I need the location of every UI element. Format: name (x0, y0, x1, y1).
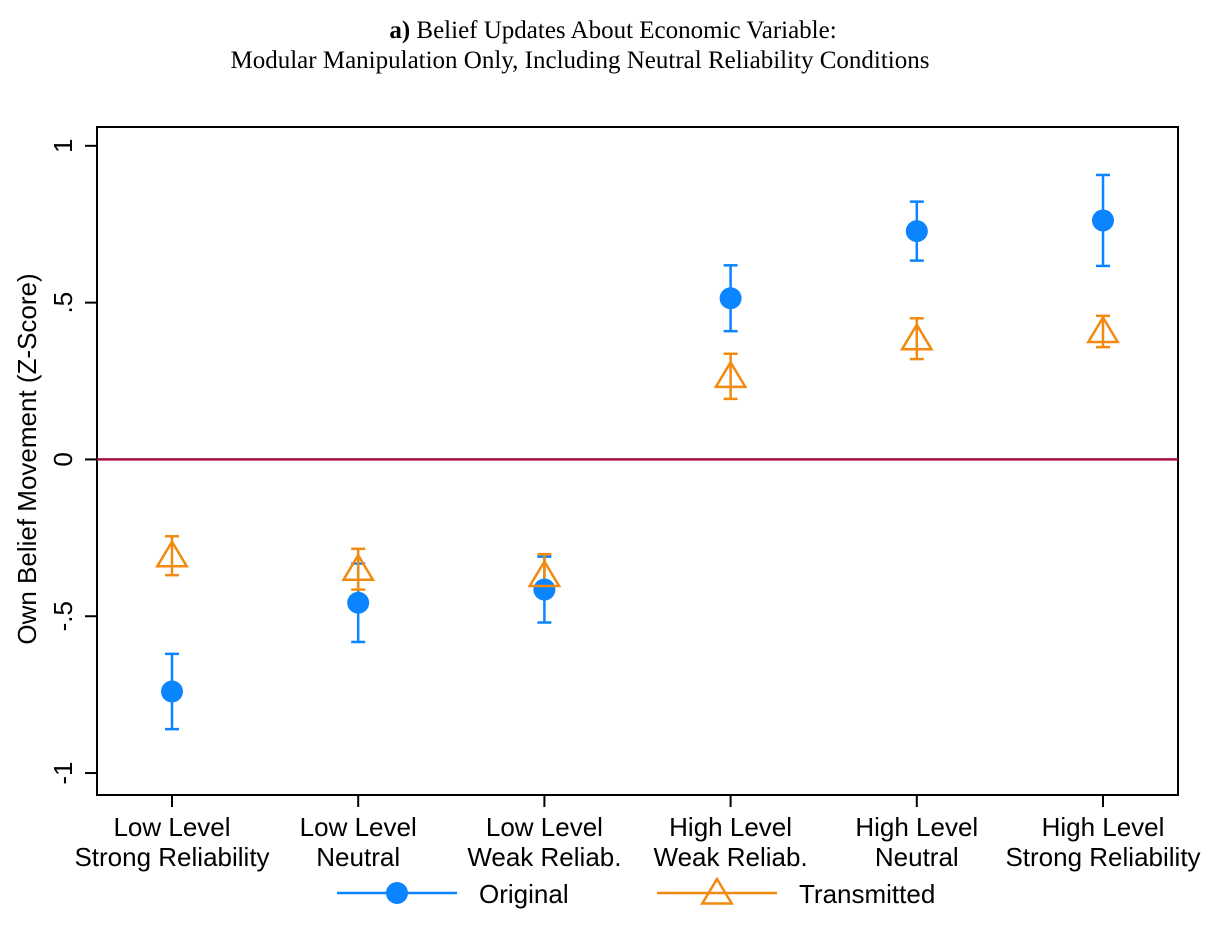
y-tick-label: 1 (48, 139, 78, 153)
y-tick-label: -.5 (48, 601, 78, 631)
point (161, 680, 183, 703)
x-tick-label: Neutral (875, 842, 959, 872)
plot-frame (96, 126, 1179, 796)
y-axis-label: Own Belief Movement (Z-Score) (12, 273, 42, 644)
title-label: a) (389, 17, 410, 44)
point (719, 287, 742, 310)
point (341, 552, 376, 581)
point (713, 359, 748, 389)
point (347, 591, 370, 614)
point (533, 578, 556, 601)
x-tick-label: High Level (1042, 812, 1165, 842)
x-tick-label: Low Level (300, 812, 417, 842)
point (899, 322, 934, 351)
point (1086, 315, 1120, 344)
x-tick-label: Low Level (486, 812, 603, 842)
legend-marker (700, 876, 734, 905)
legend-label: Original (479, 879, 569, 909)
chart-title: Modular Manipulation Only, Including Neu… (231, 47, 930, 74)
point (527, 559, 562, 588)
y-tick-label: -1 (48, 761, 78, 784)
x-tick-label: High Level (855, 812, 978, 842)
point (155, 539, 189, 568)
chart-title: a) Belief Updates About Economic Variabl… (389, 17, 836, 44)
point (905, 220, 928, 243)
y-tick-label: 0 (48, 452, 78, 466)
point (1092, 209, 1114, 232)
y-tick-label: .5 (48, 292, 78, 314)
x-tick-label: Neutral (316, 842, 400, 872)
x-tick-label: High Level (669, 812, 792, 842)
x-tick-label: Weak Reliab. (467, 842, 621, 872)
x-tick-label: Low Level (113, 812, 230, 842)
title-line: Belief Updates About Economic Variable: (416, 17, 836, 44)
x-tick-label: Strong Reliability (1005, 842, 1200, 872)
legend-label: Transmitted (799, 879, 935, 909)
x-tick-label: Strong Reliability (74, 842, 269, 872)
legend-marker (386, 882, 408, 904)
x-tick-label: Weak Reliab. (654, 842, 808, 872)
